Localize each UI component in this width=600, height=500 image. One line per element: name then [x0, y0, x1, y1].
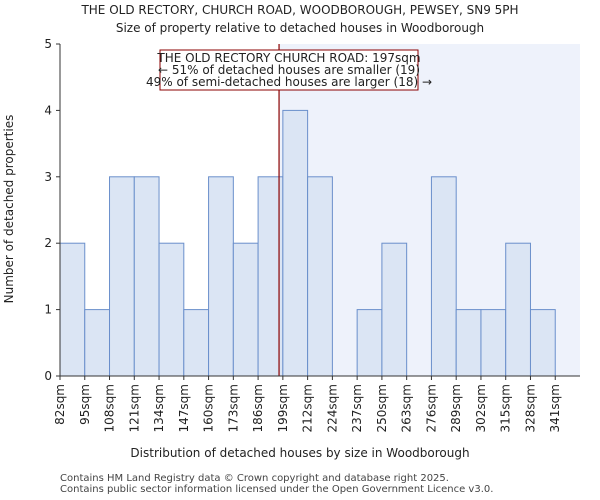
x-ticks: 82sqm 95sqm 108sqm 121sqm 134sqm 147sqm 160sqm…	[53, 376, 562, 432]
x-tick-label: 315sqm	[499, 384, 513, 432]
y-tick-label: 3	[44, 170, 52, 184]
x-tick-label: 160sqm	[202, 384, 216, 432]
annotation-line-3: 49% of semi-detached houses are larger (…	[146, 75, 432, 89]
x-tick-label: 121sqm	[127, 384, 141, 432]
y-tick-label: 1	[44, 303, 52, 317]
bar-302sqm	[480, 309, 507, 377]
x-tick-label: 82sqm	[53, 384, 67, 425]
y-axis-label: Number of detached properties	[2, 115, 16, 304]
x-axis-label: Distribution of detached houses by size …	[130, 446, 469, 460]
bar-95sqm	[84, 309, 111, 377]
x-tick-label: 173sqm	[226, 384, 240, 432]
x-tick-label: 199sqm	[276, 384, 290, 432]
annotation-line-2: ← 51% of detached houses are smaller (19…	[158, 63, 420, 77]
bar-250sqm	[381, 242, 408, 377]
bar-328sqm	[529, 309, 556, 377]
x-tick-label: 224sqm	[325, 384, 339, 432]
bar-108sqm	[109, 176, 135, 377]
bar-173sqm	[232, 242, 259, 377]
axes	[59, 44, 580, 377]
chart-subtitle: Size of property relative to detached ho…	[116, 21, 484, 35]
annotation-frame	[159, 49, 419, 91]
y-tick-label: 4	[44, 103, 52, 117]
x-tick-label: 212sqm	[301, 384, 315, 432]
bar-147sqm	[183, 309, 210, 377]
y-tick-label: 5	[44, 37, 52, 51]
y-tick-label: 0	[44, 369, 52, 383]
x-tick-label: 147sqm	[177, 384, 191, 432]
y-tick-label: 2	[44, 236, 52, 250]
x-tick-label: 250sqm	[375, 384, 389, 432]
annotation-line-1: THE OLD RECTORY CHURCH ROAD: 197sqm	[156, 51, 420, 65]
x-tick-label: 302sqm	[474, 384, 488, 432]
footer-line-1: Contains HM Land Registry data © Crown c…	[60, 473, 449, 484]
x-tick-label: 237sqm	[350, 384, 364, 432]
bar-121sqm	[133, 176, 160, 377]
bar-82sqm	[59, 242, 86, 377]
x-tick-label: 289sqm	[449, 384, 463, 432]
bar-212sqm	[307, 176, 333, 377]
chart-title: THE OLD RECTORY, CHURCH ROAD, WOODBOROUG…	[80, 3, 518, 17]
x-tick-label: 95sqm	[78, 384, 92, 425]
bar-315sqm	[505, 242, 531, 377]
x-tick-label: 341sqm	[548, 384, 562, 432]
bar-237sqm	[356, 309, 383, 377]
bar-199sqm	[282, 109, 309, 377]
x-tick-label: 263sqm	[400, 384, 414, 432]
bars	[59, 109, 556, 377]
y-ticks: 0 1 2 3 4 5	[44, 37, 60, 383]
bar-134sqm	[158, 242, 185, 377]
bar-160sqm	[208, 176, 234, 377]
x-tick-label: 108sqm	[103, 384, 117, 432]
annotation-box: THE OLD RECTORY CHURCH ROAD: 197sqm ← 51…	[146, 49, 432, 91]
x-tick-label: 328sqm	[523, 384, 537, 432]
x-tick-label: 186sqm	[251, 384, 265, 432]
x-tick-label: 276sqm	[424, 384, 438, 432]
x-tick-label: 134sqm	[152, 384, 166, 432]
bar-276sqm	[430, 176, 457, 377]
bar-289sqm	[455, 309, 482, 377]
footer-line-2: Contains public sector information licen…	[60, 484, 494, 495]
